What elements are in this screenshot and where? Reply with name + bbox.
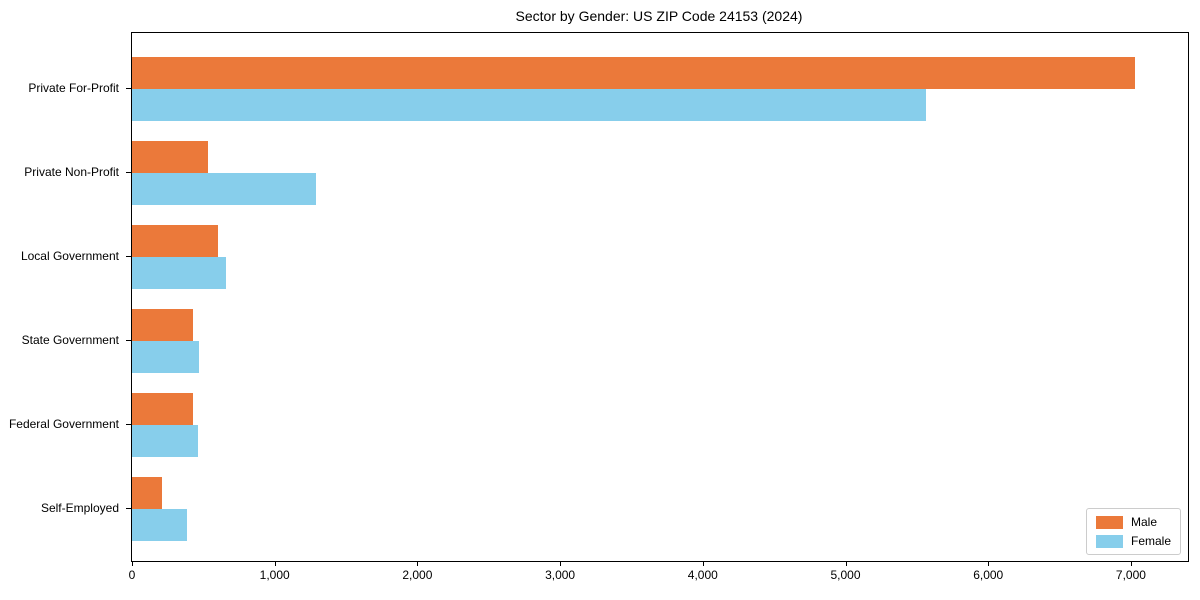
bar-male-self-employed xyxy=(132,477,162,509)
bar-female-federal-government xyxy=(132,425,198,457)
x-tick-mark xyxy=(132,561,133,566)
legend-item-female: Female xyxy=(1095,534,1171,548)
legend-item-male: Male xyxy=(1095,515,1171,529)
x-tick-label: 4,000 xyxy=(687,568,718,582)
bar-male-private-non-profit xyxy=(132,141,209,173)
bar-male-federal-government xyxy=(132,393,194,425)
x-tick-label: 0 xyxy=(128,568,136,582)
x-tick-label: 1,000 xyxy=(259,568,290,582)
y-tick-mark xyxy=(126,340,131,341)
x-tick-label: 2,000 xyxy=(402,568,433,582)
y-tick-mark xyxy=(126,88,131,89)
x-tick-label: 3,000 xyxy=(545,568,576,582)
y-tick-mark xyxy=(126,172,131,173)
x-tick-mark xyxy=(274,561,276,566)
bar-female-private-non-profit xyxy=(132,173,317,205)
bar-female-self-employed xyxy=(132,509,187,541)
legend-label-male: Male xyxy=(1130,515,1157,529)
x-tick-mark xyxy=(560,561,562,566)
y-tick-mark xyxy=(126,508,131,509)
y-tick-label: Private Non-Profit xyxy=(24,165,119,179)
y-tick-mark xyxy=(126,424,131,425)
x-tick-label: 5,000 xyxy=(830,568,861,582)
y-tick-label: Federal Government xyxy=(8,417,119,431)
legend-swatch-male xyxy=(1095,515,1123,529)
x-tick-mark xyxy=(417,561,419,566)
chart-title: Sector by Gender: US ZIP Code 24153 (202… xyxy=(515,8,803,24)
y-tick-label: State Government xyxy=(21,333,119,347)
x-tick-mark xyxy=(845,561,847,566)
x-tick-label: 7,000 xyxy=(1115,568,1146,582)
y-tick-label: Private For-Profit xyxy=(28,81,119,95)
legend-label-female: Female xyxy=(1130,534,1171,548)
y-tick-label: Local Government xyxy=(20,249,119,263)
bar-male-local-government xyxy=(132,225,219,257)
bar-female-state-government xyxy=(132,341,200,373)
bar-female-local-government xyxy=(132,257,227,289)
y-tick-mark xyxy=(126,256,131,257)
x-tick-mark xyxy=(988,561,990,566)
legend-swatch-female xyxy=(1095,534,1123,548)
x-tick-mark xyxy=(1130,561,1132,566)
plot-area: Male Female xyxy=(131,32,1189,562)
bar-female-private-for-profit xyxy=(132,89,927,121)
legend: Male Female xyxy=(1085,508,1181,555)
bar-male-private-for-profit xyxy=(132,57,1136,89)
x-tick-mark xyxy=(702,561,704,566)
y-tick-label: Self-Employed xyxy=(40,501,119,515)
x-tick-label: 6,000 xyxy=(973,568,1004,582)
bar-male-state-government xyxy=(132,309,193,341)
